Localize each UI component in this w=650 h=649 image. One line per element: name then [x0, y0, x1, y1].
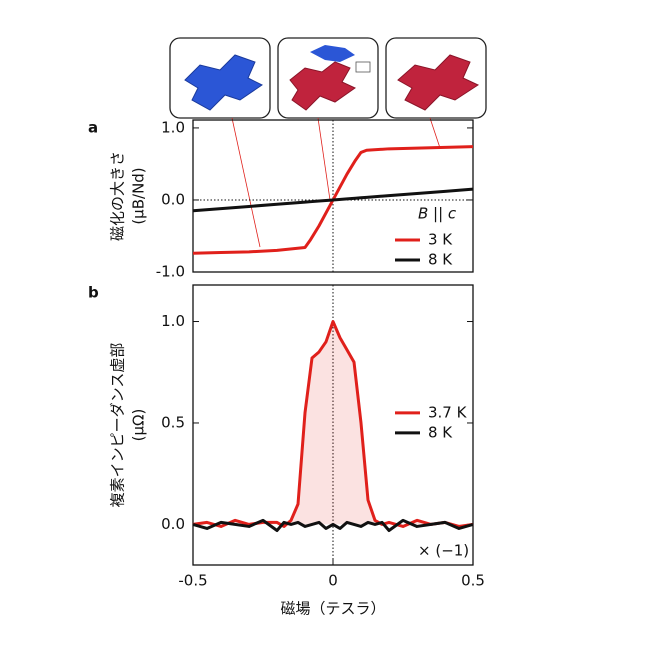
legend-label: 3.7 K: [428, 403, 468, 421]
y-tick-label: 1.0: [161, 312, 185, 330]
x-axis-label: 磁場（テスラ）: [280, 600, 385, 618]
y-tick-label: 0.0: [161, 190, 185, 208]
panel-label: a: [88, 119, 98, 137]
y-tick-label: 1.0: [161, 118, 185, 136]
panel-label: b: [88, 284, 99, 302]
annotation: B || c: [418, 204, 457, 222]
series-line: [192, 187, 474, 213]
area-fill: [193, 321, 473, 527]
y-axis-label: 磁化の大きさ: [109, 151, 127, 241]
y-tick-label: -1.0: [156, 263, 185, 281]
legend-label: 3 K: [428, 231, 453, 249]
series-line: [192, 518, 474, 533]
plot-frame: [192, 119, 474, 273]
y-axis-unit: (μB/Nd): [130, 167, 148, 224]
legend-label: 8 K: [428, 423, 453, 441]
y-axis-label: 複素インピーダンス虚部: [109, 343, 127, 508]
x-tick-label: -0.5: [178, 572, 207, 590]
y-tick-label: 0.5: [161, 413, 185, 431]
thumbnails: [169, 37, 487, 248]
series-line: [192, 145, 474, 255]
x-tick-label: 0.5: [461, 572, 485, 590]
annotation: × (−1): [418, 542, 469, 560]
x-tick-label: 0: [328, 572, 338, 590]
y-axis-unit: (μΩ): [130, 409, 148, 442]
legend-label: 8 K: [428, 251, 453, 269]
y-tick-label: 0.0: [161, 515, 185, 533]
